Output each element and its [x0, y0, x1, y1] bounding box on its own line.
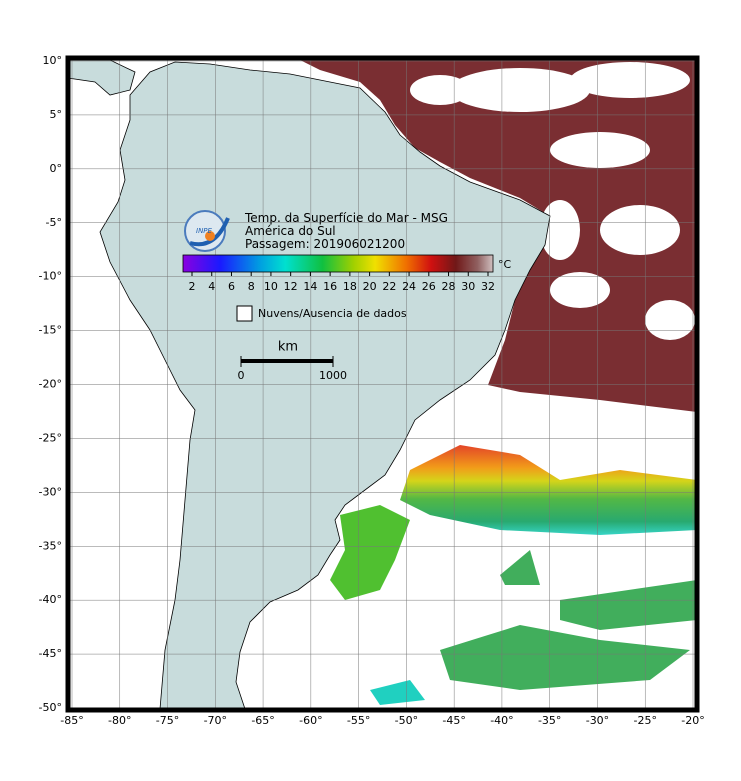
colorbar-tick-label: 32: [481, 280, 495, 293]
central-america: [67, 59, 136, 96]
x-tick-label: -25°: [633, 714, 656, 727]
y-tick-label: -35°: [39, 539, 62, 552]
sst-mid-region: [400, 445, 697, 535]
scale-bar: 0 1000: [238, 356, 347, 382]
x-tick-label: -50°: [395, 714, 418, 727]
y-tick-label: -45°: [39, 647, 62, 660]
y-tick-label: -50°: [39, 701, 62, 714]
scale-unit: km: [278, 340, 298, 355]
x-tick-label: -30°: [586, 714, 609, 727]
colorbar-tick-label: 6: [228, 280, 235, 293]
legend-label: Nuvens/Ausencia de dados: [258, 307, 407, 320]
title-line: América do Sul: [245, 224, 336, 238]
legend-swatch: [236, 305, 253, 322]
colorbar-tick-label: 20: [363, 280, 377, 293]
colorbar-tick-label: 28: [442, 280, 456, 293]
y-tick-label: -20°: [39, 378, 62, 391]
sst-plate-region: [330, 505, 410, 600]
sst-cool-region: [440, 550, 697, 690]
scale-bar-rect: [241, 359, 333, 363]
sst-layer: [300, 60, 697, 705]
logo-sun: [205, 231, 215, 241]
colorbar-tick-label: 22: [382, 280, 396, 293]
cloud-gaps: [410, 62, 695, 340]
y-tick-label: -15°: [39, 324, 62, 337]
colorbar-tick-label: 10: [264, 280, 278, 293]
sst-cold-region: [370, 680, 425, 705]
title-line: Temp. da Superfície do Mar - MSG: [244, 211, 448, 225]
x-tick-label: -45°: [442, 714, 465, 727]
scale-tick-label: 0: [238, 369, 245, 382]
x-tick-label: -60°: [299, 714, 322, 727]
colorbar-tick-label: 12: [284, 280, 298, 293]
x-tick-label: -40°: [490, 714, 513, 727]
colorbar: [182, 254, 494, 273]
y-tick-label: -5°: [46, 216, 62, 229]
x-tick-label: -75°: [156, 714, 179, 727]
x-tick-label: -70°: [204, 714, 227, 727]
y-tick-label: 5°: [50, 108, 63, 121]
y-tick-label: -10°: [39, 270, 62, 283]
colorbar-unit: °C: [498, 258, 512, 271]
colorbar-tick-label: 14: [303, 280, 317, 293]
logo: INPE: [184, 210, 230, 252]
x-tick-label: -55°: [347, 714, 370, 727]
colorbar-tick-label: 4: [208, 280, 215, 293]
x-tick-label: -85°: [60, 714, 83, 727]
colorbar-tick-label: 16: [323, 280, 337, 293]
logo-text: INPE: [196, 227, 213, 235]
x-tick-label: -80°: [108, 714, 131, 727]
colorbar-tick-label: 30: [461, 280, 475, 293]
colorbar-tick-label: 2: [189, 280, 196, 293]
y-tick-label: -30°: [39, 485, 62, 498]
x-tick-label: -35°: [538, 714, 561, 727]
scale-tick-label: 1000: [319, 369, 347, 382]
title-line: Passagem: 201906021200: [245, 237, 405, 251]
y-tick-label: 10°: [43, 54, 63, 67]
colorbar-tick-label: 18: [343, 280, 357, 293]
logo-globe: [184, 210, 226, 252]
y-tick-label: -40°: [39, 593, 62, 606]
colorbar-tick-label: 26: [422, 280, 436, 293]
colorbar-tick-label: 8: [248, 280, 255, 293]
x-tick-label: -65°: [251, 714, 274, 727]
colorbar-ticks: 2 4 6 8 10 12 14 16 18 20 22 24 26 28 30 32: [189, 272, 495, 293]
colorbar-tick-label: 24: [402, 280, 416, 293]
y-tick-label: 0°: [50, 162, 63, 175]
y-tick-label: -25°: [39, 431, 62, 444]
x-tick-label: -20°: [681, 714, 704, 727]
map-frame: [65, 55, 700, 713]
